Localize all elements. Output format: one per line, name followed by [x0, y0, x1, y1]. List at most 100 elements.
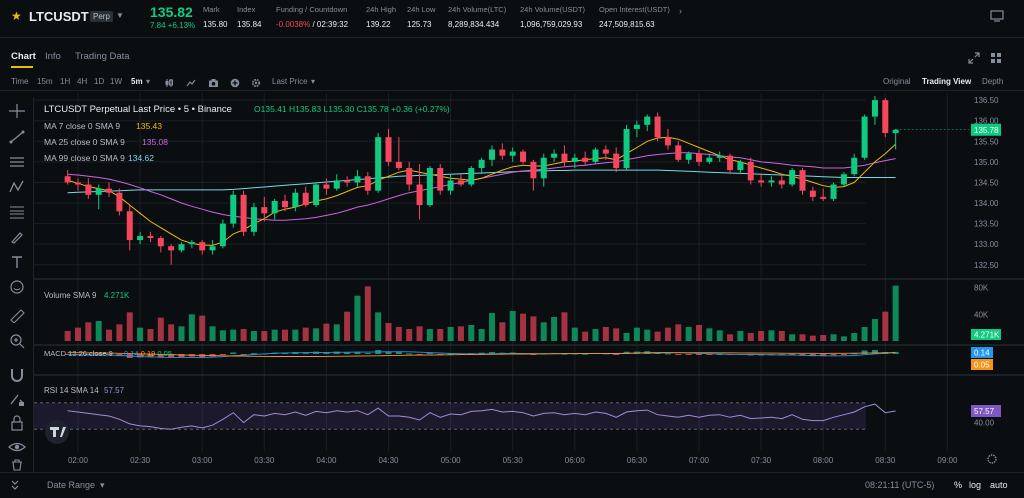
tab-trading-data[interactable]: Trading Data [75, 51, 130, 62]
lock-icon[interactable] [8, 415, 26, 431]
volume-bar [261, 331, 268, 341]
interval-chevron-icon[interactable]: ▾ [146, 77, 151, 86]
rsi-tick-label: 40.00 [974, 419, 995, 428]
stats-more-chevron-icon[interactable]: › [679, 6, 682, 16]
chart-tabs: Chart Info Trading Data [0, 49, 1024, 68]
pattern-icon[interactable] [8, 179, 26, 195]
zoom-in-icon[interactable] [8, 333, 26, 349]
camera-icon[interactable] [208, 78, 219, 88]
volume-tick-label: 80K [974, 284, 989, 293]
macd-histogram-bar [861, 350, 868, 354]
view-depth[interactable]: Depth [982, 77, 1004, 86]
macd-histogram-bar [106, 354, 113, 355]
tab-chart[interactable]: Chart [11, 51, 36, 62]
add-indicator-icon[interactable] [230, 78, 240, 88]
interval-1w[interactable]: 1W [110, 77, 122, 86]
date-range-button[interactable]: Date Range [47, 480, 96, 490]
tab-info[interactable]: Info [45, 51, 61, 62]
candle-body [675, 145, 682, 160]
text-icon[interactable] [8, 254, 26, 270]
interval-4h[interactable]: 4H [77, 77, 88, 86]
stat-index: Index 135.84 [237, 5, 261, 29]
macd-value-tag [971, 347, 993, 358]
settings-gear-icon[interactable] [251, 78, 261, 88]
horizontal-lines-icon[interactable] [8, 154, 26, 170]
volume-pane [64, 285, 899, 341]
volume-bar [395, 327, 402, 341]
symbol-dropdown-chevron-icon[interactable]: ▼ [116, 11, 124, 20]
magnet-icon[interactable] [8, 367, 26, 383]
macd-histogram-bar [406, 353, 413, 355]
grid-layout-icon[interactable] [990, 52, 1002, 64]
candle-body [716, 155, 723, 158]
candle-body [230, 194, 237, 224]
time-tick-label: 04:00 [316, 456, 337, 465]
volume-legend-label: Volume SMA 9 [44, 291, 97, 300]
expand-icon[interactable] [968, 52, 980, 64]
volume-bar [447, 327, 454, 341]
volume-bar [302, 327, 309, 341]
macd-histogram-bar [95, 354, 102, 355]
trash-icon[interactable] [8, 459, 26, 471]
emoji-icon[interactable] [8, 279, 26, 295]
lock-drawing-icon[interactable] [8, 391, 26, 407]
last-price-selector[interactable]: Last Price [272, 77, 308, 86]
volume-bar [137, 327, 144, 341]
last-price-chevron-icon[interactable]: ▾ [311, 77, 316, 86]
interval-selected[interactable]: 5m [131, 77, 143, 86]
log-toggle[interactable]: log [969, 480, 982, 490]
volume-current-label: 4.271K [974, 331, 1000, 340]
ruler-icon[interactable] [8, 307, 26, 323]
favorite-star-icon[interactable]: ★ [11, 9, 22, 23]
volume-bar [219, 330, 226, 341]
volume-bar [758, 331, 765, 341]
candle-body [354, 176, 361, 183]
time-tick-label: 06:00 [565, 456, 586, 465]
volume-bar [385, 323, 392, 341]
candle-body [416, 184, 423, 206]
candle-body [727, 155, 734, 171]
percent-toggle[interactable]: % [954, 480, 963, 490]
price-tick-label: 135.00 [974, 158, 999, 167]
view-trading-view[interactable]: Trading View [922, 77, 972, 86]
volume-bar [633, 327, 640, 341]
candle-body [457, 180, 464, 185]
candle-body [282, 200, 288, 208]
screen-icon[interactable] [990, 10, 1004, 22]
volume-bar [809, 335, 816, 341]
volume-bar [789, 334, 796, 341]
candle-type-icon[interactable] [164, 78, 174, 88]
symbol-name[interactable]: LTCUSDT [29, 9, 89, 24]
auto-toggle[interactable]: auto [990, 480, 1008, 490]
time-label[interactable]: Time [11, 77, 29, 86]
trend-line-icon[interactable] [8, 129, 26, 145]
chart-canvas[interactable]: 136.50 136.00 135.50 135.00 134.50 134.00 133.… [34, 93, 1024, 473]
interval-1d[interactable]: 1D [94, 77, 105, 86]
chart-title: LTCUSDT Perpetual Last Price • 5 • Binan… [44, 104, 232, 115]
brush-icon[interactable] [8, 229, 26, 245]
macd-histogram-bar [178, 354, 185, 357]
collapse-chevrons-icon[interactable] [9, 479, 21, 491]
indicators-icon[interactable] [186, 78, 196, 88]
volume-bar [323, 323, 330, 341]
view-original[interactable]: Original [883, 77, 911, 86]
crosshair-icon[interactable] [8, 103, 26, 119]
fib-icon[interactable] [8, 204, 26, 220]
macd-histogram-bar [157, 354, 164, 358]
candle-body [219, 223, 226, 247]
candle-body [540, 157, 547, 179]
time-tick-label: 06:30 [627, 456, 648, 465]
eye-icon[interactable] [8, 439, 26, 455]
interval-15m[interactable]: 15m [37, 77, 53, 86]
macd-histogram-bar [851, 353, 858, 355]
date-range-chevron-icon[interactable]: ▾ [100, 480, 105, 490]
interval-1h[interactable]: 1H [60, 77, 71, 86]
candle-body [758, 180, 765, 183]
trading-chart[interactable]: 136.50 136.00 135.50 135.00 134.50 134.00 133.… [34, 93, 1024, 473]
candle-body [871, 100, 878, 117]
candle-body [830, 184, 837, 199]
ohlc-readout: O135.41 H135.83 L135.30 C135.78 +0.36 (+… [254, 104, 450, 114]
stat-value: 8,289,834.434 [448, 20, 500, 29]
volume-bar [737, 331, 744, 341]
volume-bar [147, 329, 154, 341]
